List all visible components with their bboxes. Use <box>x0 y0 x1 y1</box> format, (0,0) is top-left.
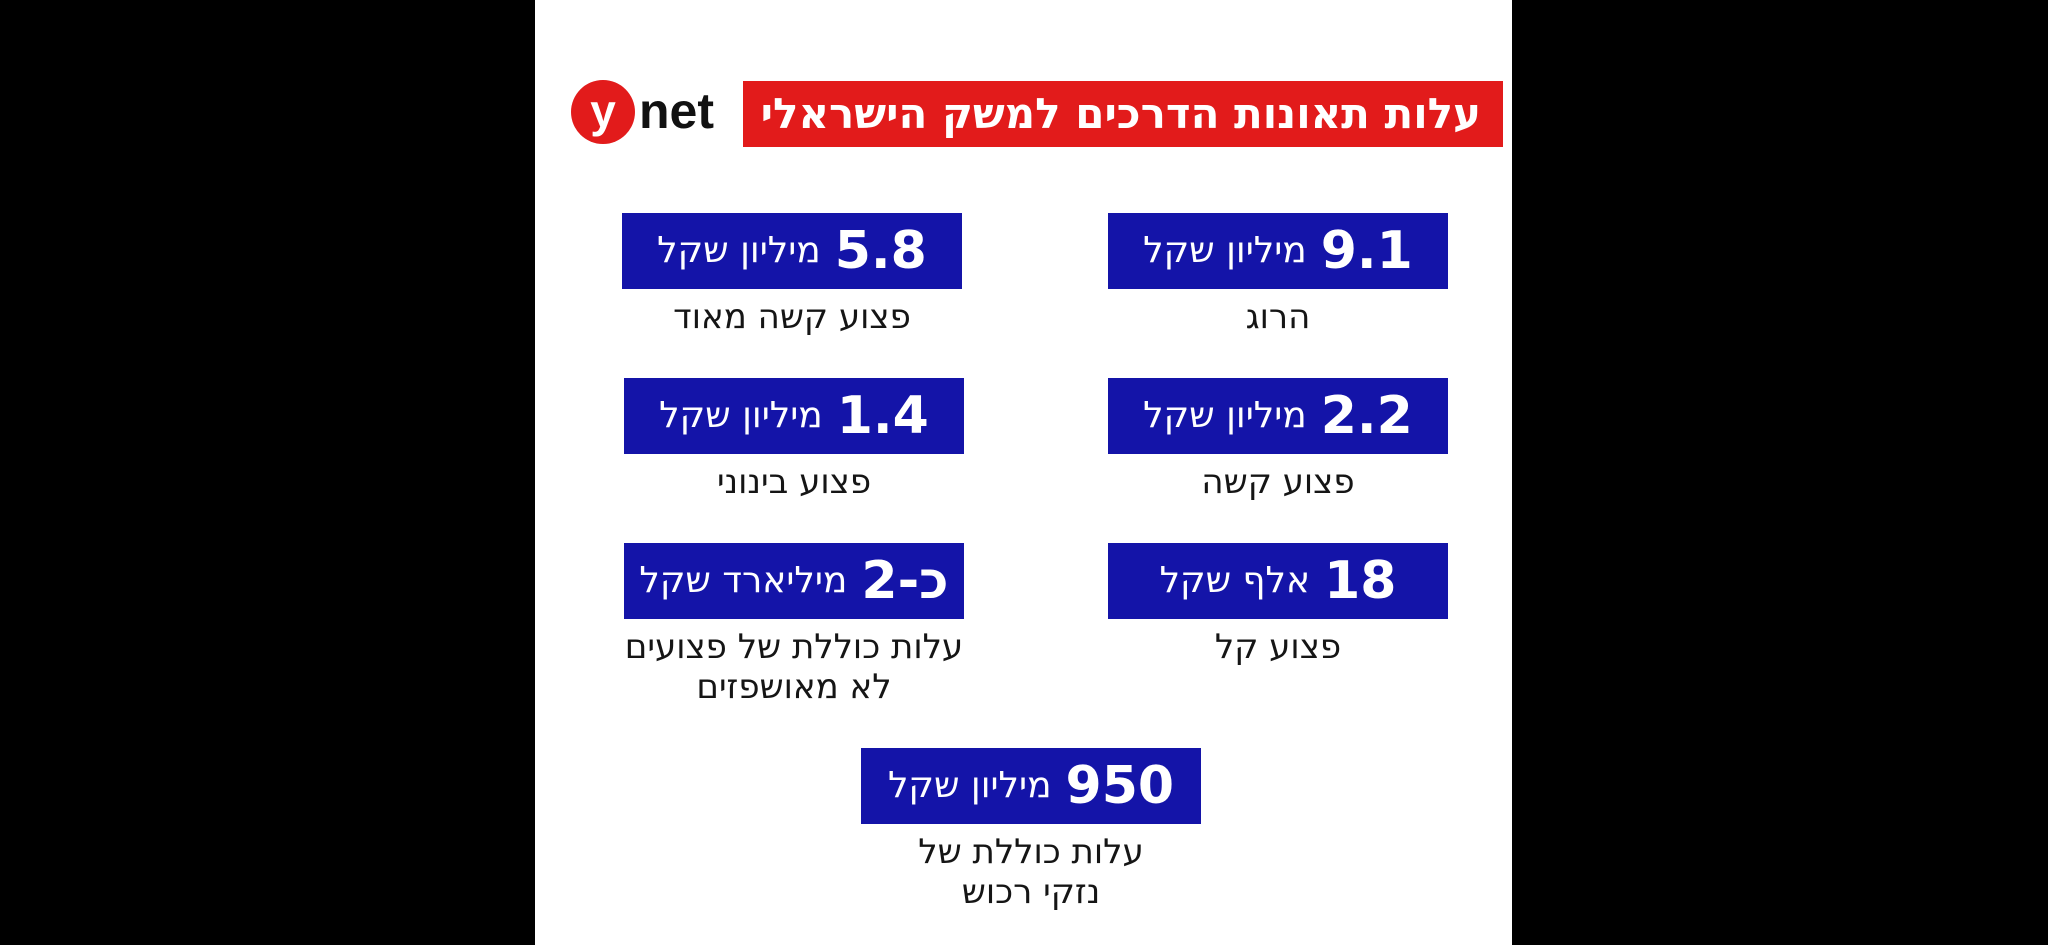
logo-text: net <box>639 83 714 139</box>
stat-description: פצוע קשה <box>1108 462 1448 502</box>
stat-value: 9.1 <box>1320 221 1413 281</box>
description-line: נזקי רכוש <box>961 872 1101 912</box>
stat-description: הרוג <box>1108 297 1448 337</box>
stat-unit: מיליון שקל <box>1143 230 1307 271</box>
stat-value: 18 <box>1324 551 1397 611</box>
stat-description: פצוע בינוני <box>624 462 964 502</box>
value-badge: 950 מיליון שקל <box>861 748 1201 824</box>
stat-unit: אלף שקל <box>1159 560 1311 601</box>
value-badge: 5.8 מיליון שקל <box>622 213 962 289</box>
infographic-panel: y net עלות תאונות הדרכים למשק הישראלי 9.… <box>535 0 1512 945</box>
ynet-logo: y net <box>569 76 731 148</box>
description-line: פצוע בינוני <box>716 462 872 502</box>
description-line: לא מאושפזים <box>696 667 892 707</box>
description-line: הרוג <box>1245 297 1311 337</box>
stat-card-seriously-injured: 2.2 מיליון שקל פצוע קשה <box>1108 378 1448 502</box>
value-badge: 18 אלף שקל <box>1108 543 1448 619</box>
description-line: פצוע קשה מאוד <box>673 297 911 337</box>
stat-card-non-hospitalized: כ-2 מיליארד שקל עלות כוללת של פצועים לא … <box>624 543 964 713</box>
stat-unit: מיליון שקל <box>657 230 821 271</box>
stat-card-moderately-injured: 1.4 מיליון שקל פצוע בינוני <box>624 378 964 502</box>
logo-letter: y <box>590 85 616 137</box>
stat-value: 5.8 <box>834 221 927 281</box>
stat-unit: מיליון שקל <box>887 765 1052 806</box>
stat-unit: מיליון שקל <box>659 395 823 436</box>
description-line: פצוע קל <box>1214 627 1342 667</box>
stat-description: עלות כוללת של פצועים לא מאושפזים <box>624 627 964 707</box>
stat-value: 950 <box>1065 756 1175 816</box>
value-badge: כ-2 מיליארד שקל <box>624 543 964 619</box>
stat-description: עלות כוללת של נזקי רכוש <box>861 832 1201 912</box>
description-line: פצוע קשה <box>1201 462 1355 502</box>
stat-description: פצוע קל <box>1108 627 1448 667</box>
stat-value: 2.2 <box>1320 386 1413 446</box>
description-line: עלות כוללת של פצועים <box>624 627 964 667</box>
title-banner: עלות תאונות הדרכים למשק הישראלי <box>743 81 1503 147</box>
stat-unit: מיליארד שקל <box>639 560 848 601</box>
stat-value: כ-2 <box>861 551 949 611</box>
value-badge: 1.4 מיליון שקל <box>624 378 964 454</box>
description-line: עלות כוללת של <box>918 832 1144 872</box>
value-badge: 9.1 מיליון שקל <box>1108 213 1448 289</box>
stat-value: 1.4 <box>836 386 929 446</box>
value-badge: 2.2 מיליון שקל <box>1108 378 1448 454</box>
stat-card-critically-injured: 5.8 מיליון שקל פצוע קשה מאוד <box>622 213 962 337</box>
stat-card-lightly-injured: 18 אלף שקל פצוע קל <box>1108 543 1448 667</box>
stat-card-property-damage: 950 מיליון שקל עלות כוללת של נזקי רכוש <box>861 748 1201 918</box>
stat-card-killed: 9.1 מיליון שקל הרוג <box>1108 213 1448 337</box>
stat-unit: מיליון שקל <box>1143 395 1307 436</box>
stat-description: פצוע קשה מאוד <box>622 297 962 337</box>
ynet-logo-mark: y net <box>571 80 714 144</box>
